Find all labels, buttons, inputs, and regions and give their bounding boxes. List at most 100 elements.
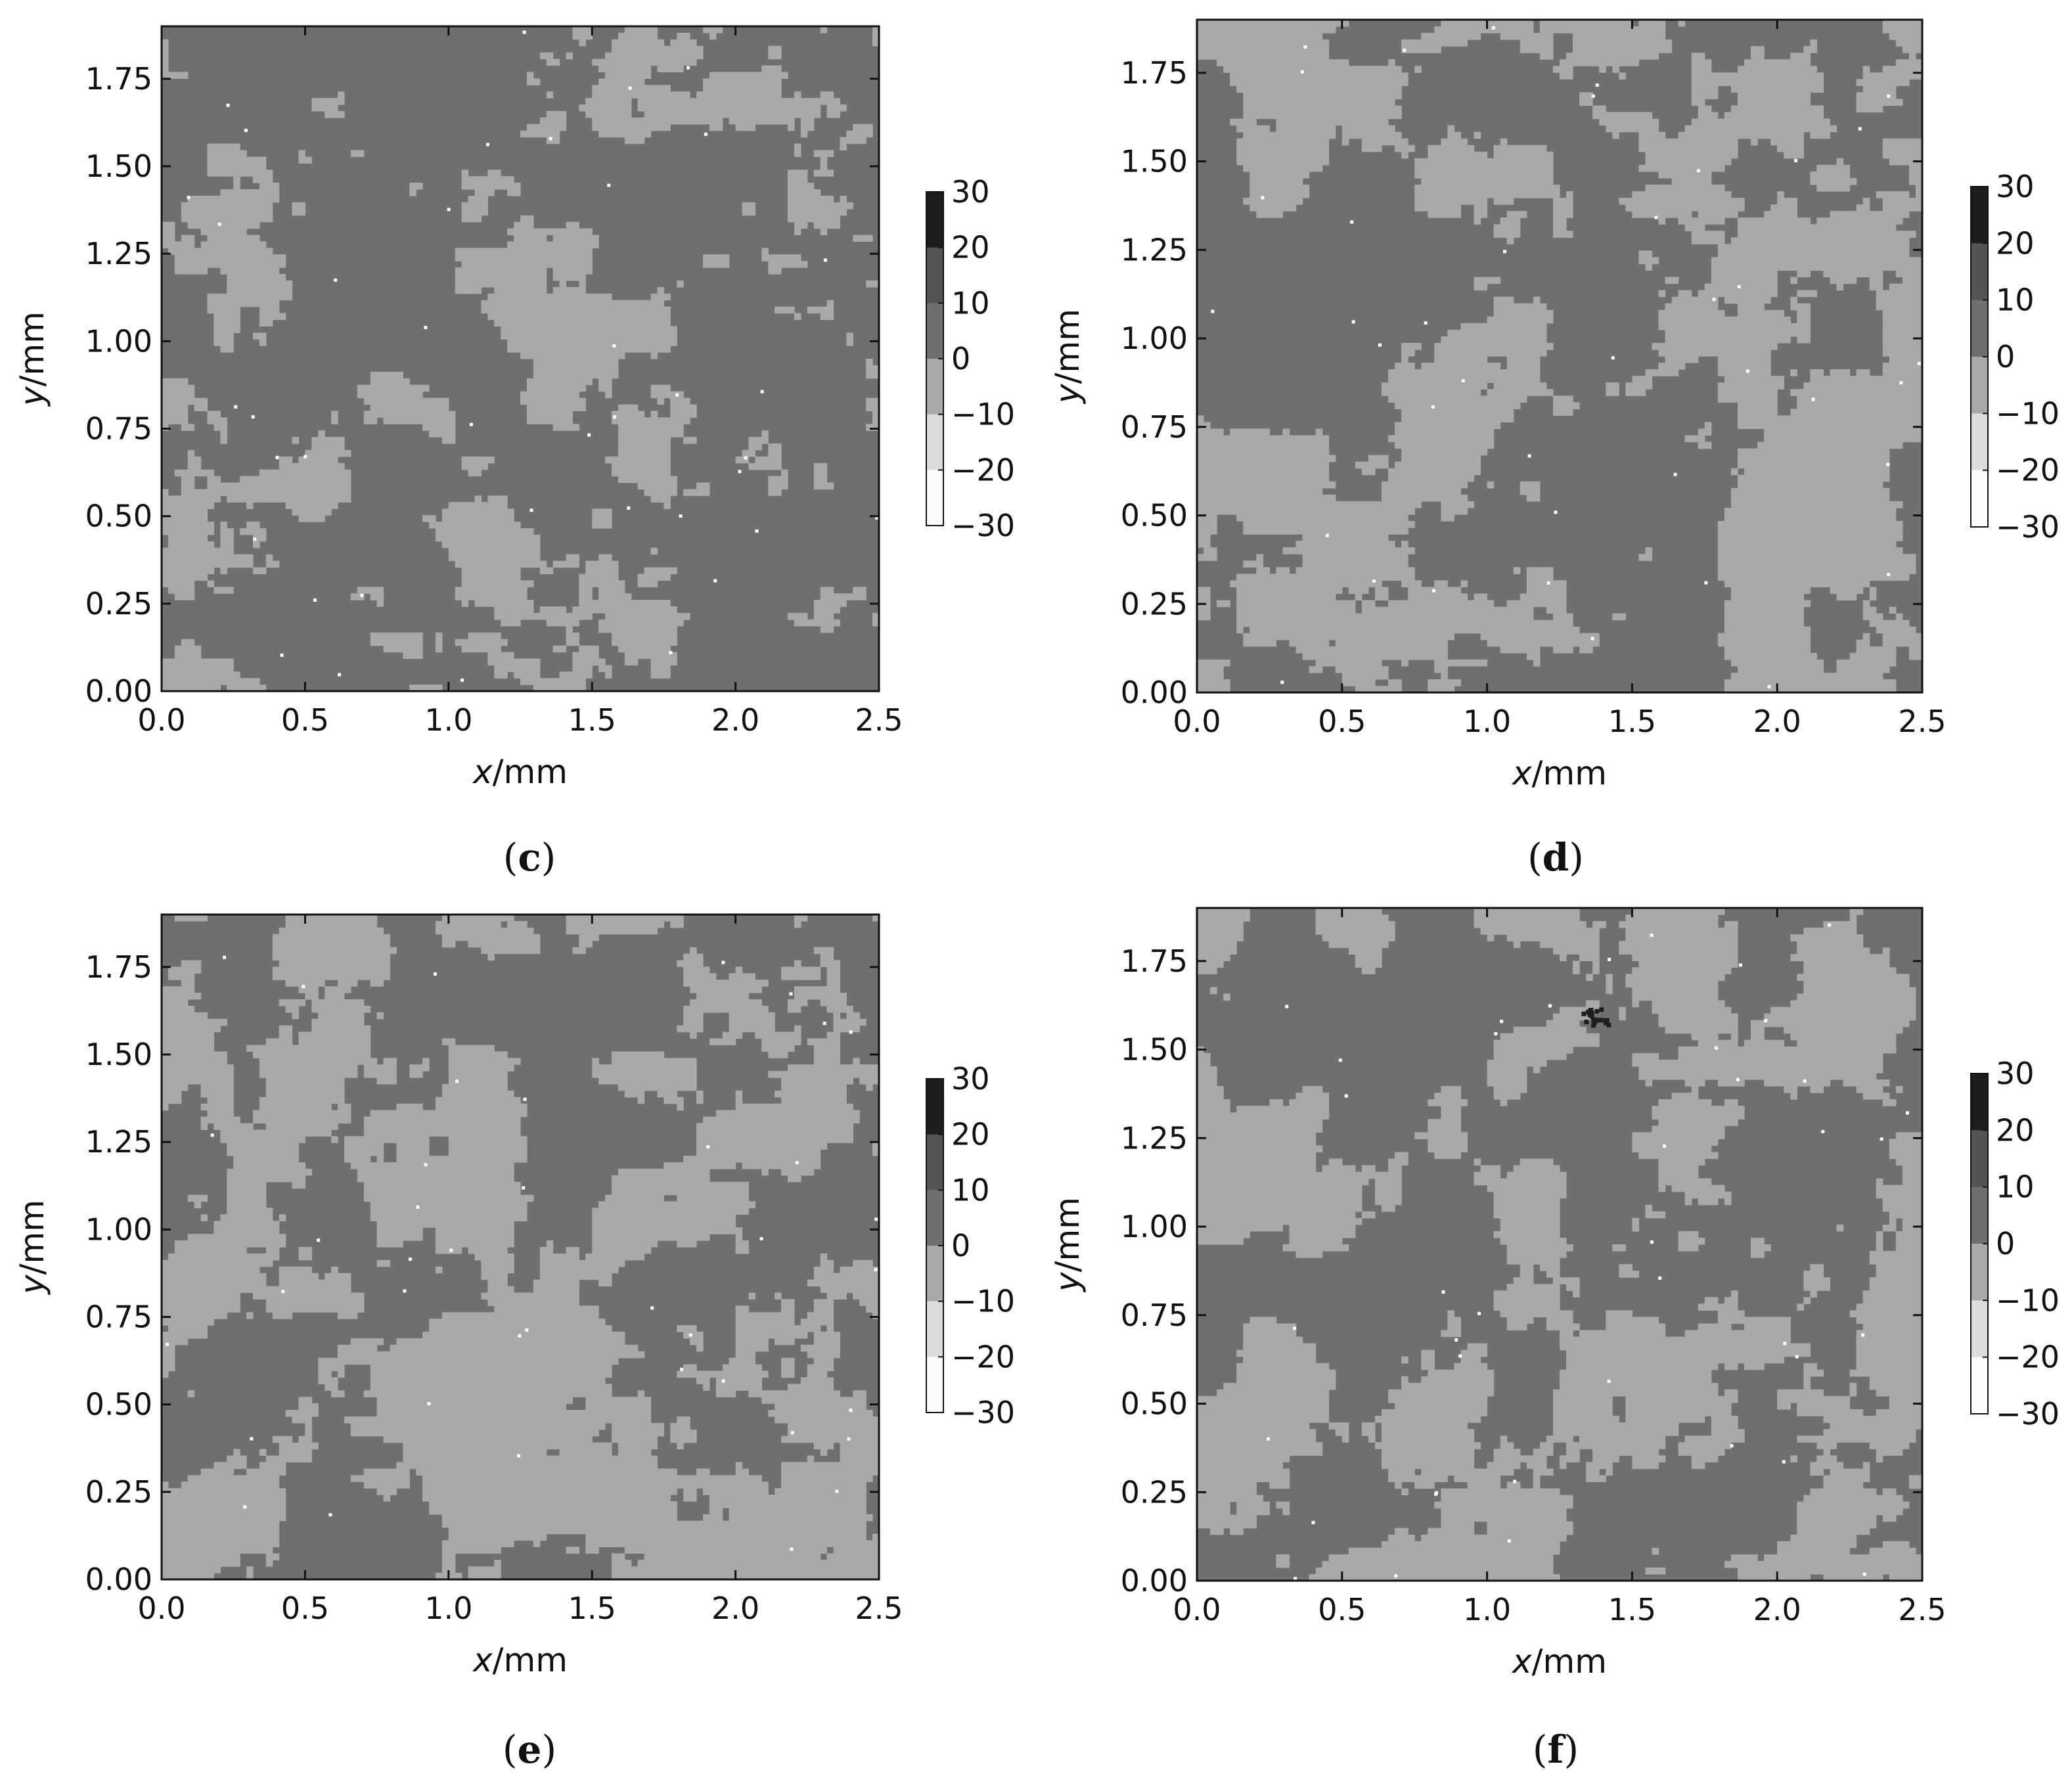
heatmap-cell-light	[1684, 1330, 1791, 1338]
heatmap-cell-light	[715, 1110, 860, 1118]
heatmap-cell-light	[481, 306, 671, 314]
heatmap-cell-light	[220, 189, 280, 196]
heatmap-cell-light	[585, 1547, 599, 1554]
heatmap-cell-light	[370, 378, 410, 386]
heatmap-cell-light	[1493, 1191, 1567, 1199]
heatmap-cell-light	[331, 1266, 338, 1274]
heatmap-cell-light	[252, 176, 273, 183]
heatmap-cell-light	[788, 208, 847, 216]
heatmap-cell-light	[1869, 1547, 1916, 1555]
x-axis-label: x/mm	[1511, 754, 1607, 792]
heatmap-cell-light	[162, 391, 195, 399]
heatmap-cell-light	[807, 1351, 841, 1359]
heatmap-cell-light	[598, 78, 645, 85]
heatmap-cell-light	[265, 554, 273, 562]
heatmap-cell-light	[1810, 1488, 1877, 1496]
heatmap-cell-light	[441, 1540, 514, 1547]
heatmap-cell-light	[168, 966, 202, 974]
heatmap-speck	[455, 1079, 459, 1083]
heatmap-cell-light	[794, 960, 801, 967]
heatmap-cell-light	[1810, 1468, 1824, 1476]
heatmap-cell-light	[788, 195, 834, 203]
heatmap-cell-light	[1355, 961, 1382, 968]
heatmap-cell-light	[187, 1475, 280, 1482]
heatmap-cell-light	[696, 1136, 853, 1143]
heatmap-cell-light	[468, 1247, 508, 1254]
heatmap-cell-light	[1770, 1007, 1916, 1014]
heatmap-cell-light	[487, 953, 495, 961]
heatmap-cell-light	[1895, 59, 1923, 66]
heatmap-cell-light	[233, 1449, 240, 1457]
heatmap-speck	[166, 1342, 169, 1346]
heatmap-cell-light	[1908, 53, 1916, 60]
heatmap-cell-light	[1882, 20, 1923, 27]
heatmap-cell-light	[1810, 1086, 1824, 1093]
heatmap-cell-light	[214, 587, 234, 594]
heatmap-cell-light	[1678, 1244, 1699, 1252]
heatmap-cell-light	[866, 1083, 873, 1091]
heatmap-cell-light	[520, 397, 586, 405]
heatmap-cell-light	[1652, 1106, 1745, 1113]
heatmap-cell-light	[1869, 593, 1877, 601]
heatmap-cell-light	[1197, 53, 1330, 60]
heatmap-cell-light	[1197, 1158, 1317, 1166]
heatmap-cell-light	[1671, 296, 1719, 304]
heatmap-cell-light	[807, 1455, 815, 1463]
heatmap-cell-light	[1322, 1165, 1356, 1173]
heatmap-cell-light	[813, 1273, 880, 1280]
heatmap-cell-light	[1836, 659, 1897, 667]
heatmap-cell-light	[174, 593, 195, 600]
x-tick-label: 0.0	[1173, 1592, 1221, 1627]
heatmap-cell-light	[494, 665, 541, 672]
heatmap-cell-light	[1546, 1436, 1573, 1443]
heatmap-cell-light	[1876, 1271, 1923, 1278]
heatmap-cell-light	[1526, 567, 1554, 574]
heatmap-cell-light	[468, 469, 482, 477]
heatmap-cell-light	[1797, 974, 1910, 982]
colorbar-segment	[1971, 1130, 1988, 1188]
heatmap-cell-light	[1493, 224, 1521, 231]
heatmap-cell-light	[325, 986, 351, 993]
heatmap-speck	[1303, 45, 1307, 49]
heatmap-cell-light	[298, 156, 312, 164]
heatmap-cell-light	[1552, 1395, 1613, 1403]
heatmap-cell-light	[200, 1468, 234, 1476]
heatmap-cell-light	[1764, 1079, 1831, 1087]
heatmap-cell-light	[461, 574, 521, 581]
heatmap-speck	[1887, 573, 1891, 576]
panel-caption: (f)	[1533, 1727, 1579, 1772]
heatmap-cell-light	[1474, 277, 1501, 284]
heatmap-cell-light	[768, 52, 782, 60]
heatmap-speck	[706, 1145, 710, 1149]
heatmap-cell-light	[572, 658, 606, 666]
colorbar-segment	[1971, 1244, 1988, 1301]
heatmap-cell-light	[820, 587, 834, 594]
heatmap-cell-light	[1645, 151, 1738, 159]
heatmap-cell-light	[162, 1058, 227, 1065]
heatmap-cell-light	[813, 1051, 841, 1058]
heatmap-cell-light	[1882, 1204, 1923, 1212]
heatmap-cell-light	[1447, 1317, 1462, 1324]
heatmap-cell-light	[1836, 283, 1844, 291]
heatmap-cell-light	[1730, 105, 1824, 113]
heatmap-cell-light	[781, 1475, 873, 1482]
heatmap-cell-light	[592, 509, 612, 516]
heatmap-cell-light	[207, 163, 267, 170]
x-tick-label: 1.5	[1608, 1592, 1656, 1627]
heatmap-cell-light	[618, 424, 684, 431]
heatmap-cell-light	[598, 384, 612, 392]
heatmap-cell-light	[1862, 85, 1897, 93]
heatmap-cell-light	[677, 1416, 690, 1424]
heatmap-cell-light	[1441, 1488, 1560, 1496]
heatmap-cell-light	[409, 1071, 423, 1078]
heatmap-cell-light	[162, 1103, 169, 1111]
heatmap-cell-light	[1560, 954, 1567, 961]
heatmap-cell-light	[592, 1208, 750, 1215]
heatmap-cell-light	[298, 1397, 312, 1404]
heatmap-cell-light	[338, 1312, 358, 1319]
heatmap-cell-light	[1552, 1422, 1679, 1430]
y-tick-label: 0.50	[85, 1387, 152, 1422]
heatmap-cell-light	[585, 1397, 652, 1404]
heatmap-speck	[416, 1205, 420, 1209]
heatmap-speck	[1783, 1342, 1787, 1346]
